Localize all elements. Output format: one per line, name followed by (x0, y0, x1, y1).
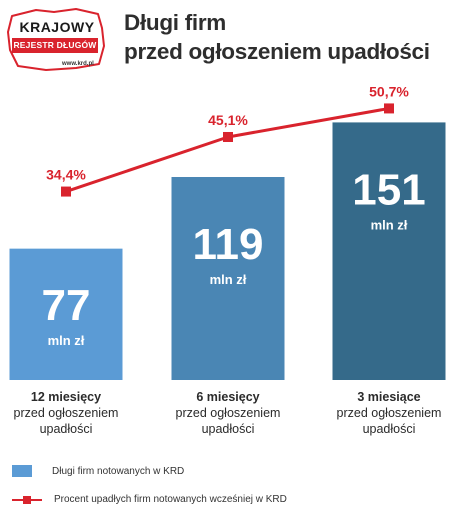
category-label-1-line3: upadłości (39, 422, 93, 436)
bar-3 (332, 122, 446, 380)
logo-bar-text: REJESTR DŁUGÓW (12, 38, 98, 53)
bar-1 (9, 248, 123, 380)
bar-value-2: 119 (193, 220, 264, 269)
legend-item-line: Procent upadłych firm notowanych wcześni… (12, 494, 287, 505)
category-label-1: 12 miesięcy przed ogłoszeniem upadłości (1, 389, 131, 437)
category-label-3-strong: 3 miesiące (357, 390, 421, 404)
line-label-1: 34,4% (46, 167, 86, 183)
line-label-3: 50,7% (369, 83, 409, 99)
bar-value-1: 77 (42, 281, 91, 330)
category-label-3-line3: upadłości (362, 422, 416, 436)
legend-bar-label: Długi firm notowanych w KRD (52, 465, 185, 477)
bar-unit-2: mln zł (210, 272, 247, 287)
bar-value-3: 151 (352, 165, 425, 214)
category-label-1-line2: przed ogłoszeniem (13, 406, 119, 420)
category-label-3: 3 miesiące przed ogłoszeniem upadłości (324, 389, 454, 437)
category-label-2: 6 miesięcy przed ogłoszeniem upadłości (163, 389, 293, 437)
legend-item-bars: Długi firm notowanych w KRD (12, 465, 184, 477)
title-line-1: Długi firm (124, 10, 226, 35)
chart-title: Długi firm przed ogłoszeniem upadłości (124, 8, 444, 66)
line-label-2: 45,1% (208, 112, 248, 128)
category-label-2-line3: upadłości (201, 422, 255, 436)
krd-logo: KRAJOWY REJESTR DŁUGÓW www.krd.pl (6, 6, 106, 72)
line-marker-3 (384, 103, 394, 114)
category-label-2-line2: przed ogłoszeniem (175, 406, 281, 420)
line-marker-1 (61, 186, 71, 197)
title-line-2: przed ogłoszeniem upadłości (124, 39, 430, 64)
bar-unit-1: mln zł (48, 333, 85, 348)
category-label-2-strong: 6 miesięcy (196, 390, 260, 404)
bar-unit-3: mln zł (371, 217, 408, 232)
legend-bar-swatch (12, 465, 32, 477)
logo-url: www.krd.pl (62, 61, 94, 67)
legend-line-swatch (12, 495, 42, 505)
legend-line-label: Procent upadłych firm notowanych wcześni… (54, 494, 287, 505)
line-marker-2 (223, 131, 233, 142)
category-label-3-line2: przed ogłoszeniem (336, 406, 442, 420)
logo-top-text: KRAJOWY (19, 19, 95, 35)
bar-2 (171, 177, 285, 380)
category-label-1-strong: 12 miesięcy (30, 390, 102, 404)
